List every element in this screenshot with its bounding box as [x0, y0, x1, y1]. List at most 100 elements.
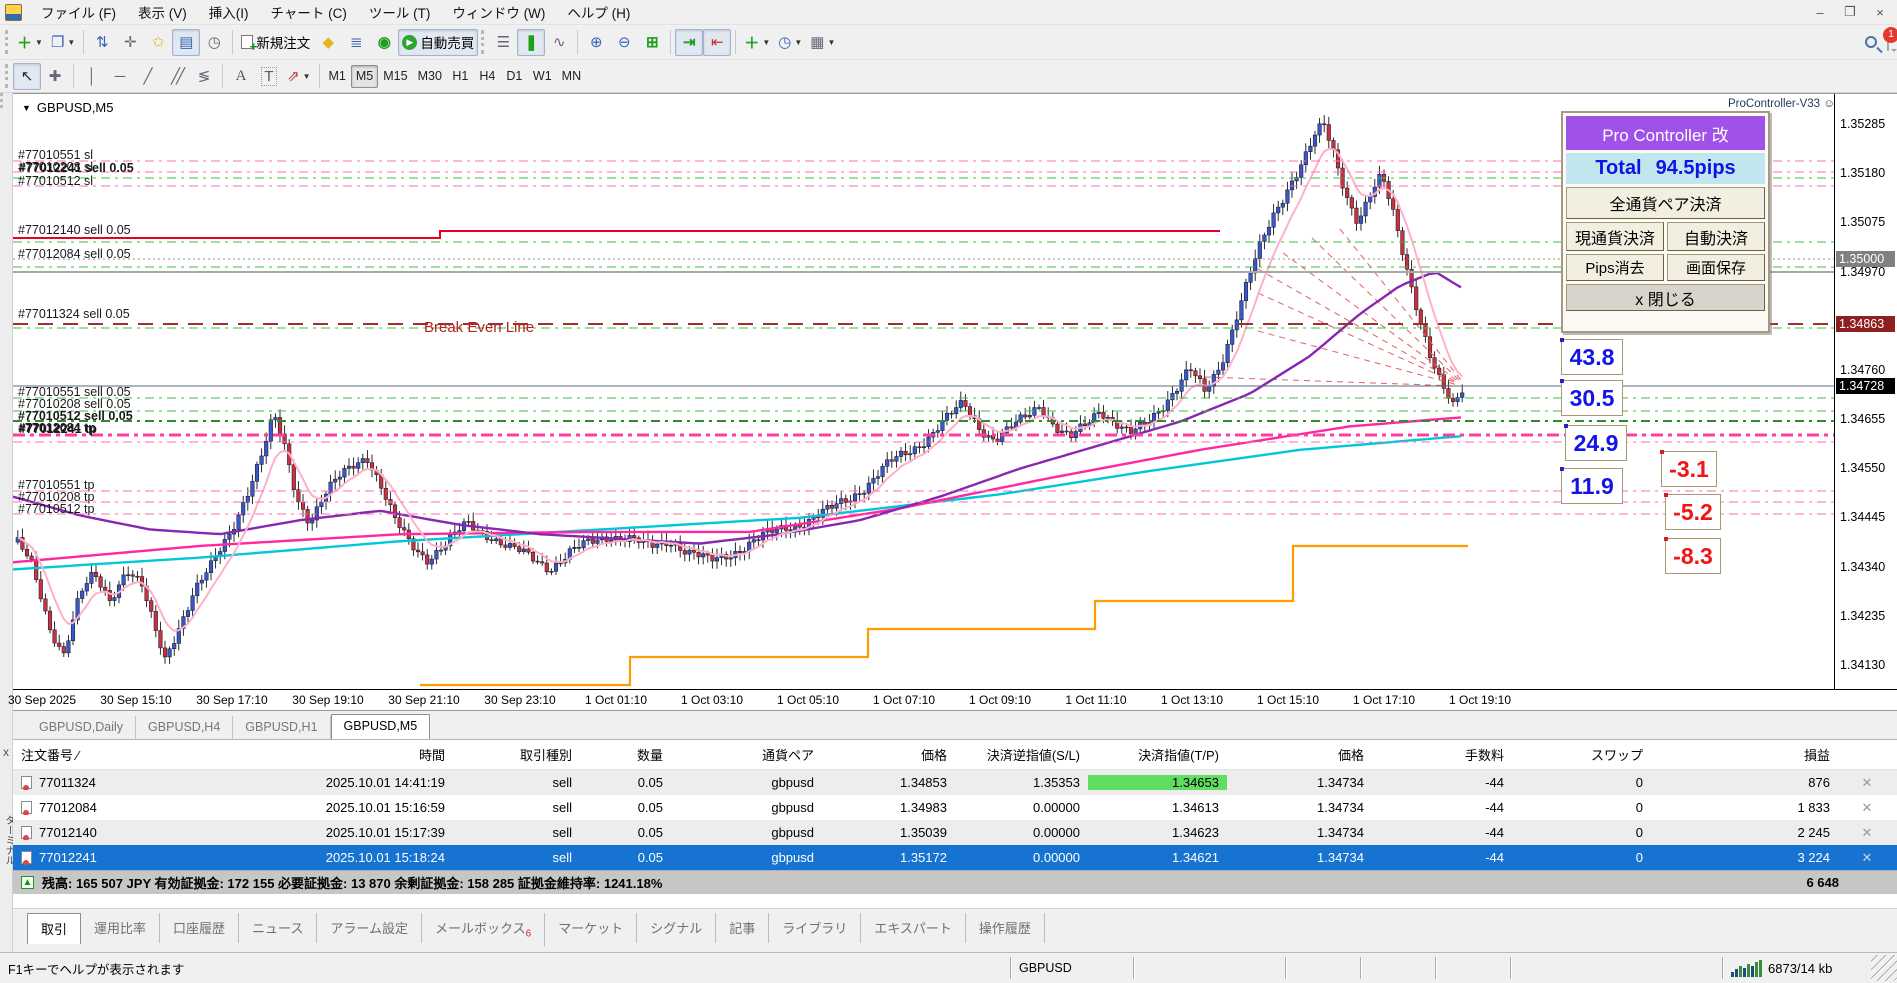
restore-button[interactable]: ❐: [1844, 4, 1856, 19]
timeframe-button-d1[interactable]: D1: [506, 69, 523, 83]
terminal-tab-2[interactable]: 口座履歴: [160, 913, 240, 943]
toolbar-grip[interactable]: [481, 30, 486, 54]
panel-close-button[interactable]: x 閉じる: [1566, 284, 1765, 311]
menu-item-6[interactable]: ヘルプ (H): [567, 6, 631, 21]
terminal-tab-9[interactable]: ライブラリ: [769, 913, 862, 943]
terminal-tab-3[interactable]: ニュース: [239, 913, 318, 943]
line-chart-button[interactable]: ∿: [553, 34, 566, 51]
close-order-icon[interactable]: ✕: [1861, 799, 1873, 815]
timeframe-button-h1[interactable]: H1: [452, 69, 469, 83]
terminal-close-icon[interactable]: x: [3, 745, 9, 759]
terminal-tab-5[interactable]: メールボックス6: [422, 913, 546, 946]
timeframe-button-m30[interactable]: M30: [417, 69, 442, 83]
column-header-3[interactable]: 数量: [580, 745, 671, 764]
column-header-6[interactable]: 決済逆指値(S/L): [955, 745, 1088, 764]
close-current-pair-button[interactable]: 現通貨決済: [1566, 222, 1664, 251]
terminal-side-label[interactable]: ターミナル: [3, 815, 14, 865]
new-chart-button[interactable]: ＋ ▼: [17, 34, 43, 52]
timeframe-button-m5[interactable]: M5: [350, 64, 379, 88]
screenshot-button[interactable]: 画面保存: [1667, 254, 1765, 281]
cursor-tool-button[interactable]: ↖: [13, 62, 41, 90]
dock-grip[interactable]: [0, 93, 3, 108]
search-icon[interactable]: [1865, 36, 1877, 48]
column-header-7[interactable]: 決済指値(T/P): [1088, 745, 1227, 764]
order-row-77012140[interactable]: 77012140 2025.10.01 15:17:39 sell 0.05 gbpus…: [13, 820, 1897, 845]
timeframe-button-mn[interactable]: MN: [561, 69, 582, 83]
terminal-tab-1[interactable]: 運用比率: [81, 913, 161, 943]
pips-clear-button[interactable]: Pips消去: [1566, 254, 1664, 281]
auto-close-button[interactable]: 自動決済: [1667, 222, 1765, 251]
chart-symbol-label[interactable]: ▼ GBPUSD,M5: [22, 100, 114, 115]
zoom-in-button[interactable]: ⊕: [590, 34, 603, 51]
terminal-tab-0[interactable]: 取引: [27, 913, 82, 944]
timeframe-button-m1[interactable]: M1: [328, 69, 346, 83]
indicators-button[interactable]: ＋ ▼: [744, 34, 771, 52]
price-chart-canvas[interactable]: [13, 95, 1834, 690]
menu-item-3[interactable]: チャート (C): [270, 6, 347, 21]
trendline-button[interactable]: ╱: [143, 68, 153, 85]
text-label-tool-button[interactable]: T: [255, 63, 283, 90]
profiles-button[interactable]: ❐ ▼: [50, 34, 76, 51]
close-order-icon[interactable]: ✕: [1861, 824, 1873, 840]
bar-chart-button[interactable]: ☰: [496, 34, 511, 51]
horizontal-line-button[interactable]: ─: [114, 67, 126, 85]
toolbar-grip[interactable]: [5, 64, 10, 88]
chart-tab-1[interactable]: GBPUSD,H4: [136, 716, 234, 739]
column-header-9[interactable]: 手数料: [1372, 745, 1512, 764]
notifications-icon[interactable]: 1: [1883, 26, 1897, 51]
toolbar-grip[interactable]: [5, 30, 10, 54]
menu-item-1[interactable]: 表示 (V): [138, 6, 187, 21]
strategy-tester-button[interactable]: ◷: [207, 34, 221, 51]
chart-tab-3[interactable]: GBPUSD,M5: [330, 714, 431, 740]
zoom-out-button[interactable]: ⊖: [618, 34, 631, 51]
terminal-tab-6[interactable]: マーケット: [545, 913, 638, 943]
crosshair-tool-button[interactable]: ✚: [48, 68, 62, 85]
community-button[interactable]: ≣: [350, 34, 363, 51]
auto-trading-button[interactable]: ▶ 自動売買: [398, 28, 479, 56]
terminal-tab-11[interactable]: 操作履歴: [966, 913, 1045, 943]
menu-item-0[interactable]: ファイル (F): [41, 6, 116, 21]
auto-scroll-button[interactable]: ⇥: [675, 28, 704, 56]
timeframe-button-h4[interactable]: H4: [479, 69, 496, 83]
column-header-10[interactable]: スワップ: [1512, 745, 1651, 764]
metaeditor-button[interactable]: ◆: [322, 34, 335, 51]
chart-tab-2[interactable]: GBPUSD,H1: [233, 716, 331, 739]
text-tool-button[interactable]: A: [235, 67, 247, 84]
column-header-8[interactable]: 価格: [1227, 745, 1372, 764]
channel-button[interactable]: ╱╱: [170, 68, 185, 85]
data-window-button[interactable]: ✛: [124, 34, 137, 51]
vertical-line-button[interactable]: │: [87, 67, 97, 85]
arrows-tool-button[interactable]: ⇗ ▼: [287, 68, 311, 85]
chart-tab-0[interactable]: GBPUSD,Daily: [27, 716, 137, 739]
terminal-tab-10[interactable]: エキスパート: [861, 913, 966, 943]
terminal-tab-7[interactable]: シグナル: [637, 913, 717, 943]
new-order-button[interactable]: 新規注文: [237, 29, 314, 56]
menu-item-2[interactable]: 挿入(I): [208, 6, 249, 21]
fibonacci-button[interactable]: ≶: [197, 68, 211, 85]
minimize-button[interactable]: –: [1816, 4, 1824, 20]
menu-item-4[interactable]: ツール (T): [368, 6, 431, 21]
terminal-tab-8[interactable]: 記事: [716, 913, 770, 943]
column-header-2[interactable]: 取引種別: [453, 745, 580, 764]
terminal-button[interactable]: ▤: [172, 28, 201, 56]
column-header-4[interactable]: 通貨ペア: [671, 745, 822, 764]
candlestick-button[interactable]: ❚: [517, 28, 546, 56]
close-order-icon[interactable]: ✕: [1861, 774, 1873, 790]
tile-windows-button[interactable]: ⊞: [646, 34, 659, 51]
close-order-icon[interactable]: ✕: [1861, 849, 1873, 865]
periods-button[interactable]: ◷ ▼: [778, 34, 803, 51]
close-button[interactable]: ×: [1876, 4, 1884, 20]
column-header-1[interactable]: 時間: [205, 745, 453, 764]
order-row-77012084[interactable]: 77012084 2025.10.01 15:16:59 sell 0.05 gbpus…: [13, 795, 1897, 820]
close-all-pairs-button[interactable]: 全通貨ペア決済: [1566, 187, 1765, 219]
resize-grip[interactable]: [1871, 955, 1897, 981]
market-watch-button[interactable]: ⇅: [96, 34, 109, 51]
chart-shift-button[interactable]: ⇤: [703, 28, 732, 56]
timeframe-button-m15[interactable]: M15: [383, 69, 408, 83]
templates-button[interactable]: ▦ ▼: [810, 34, 836, 51]
broadcast-button[interactable]: ◉: [377, 34, 391, 51]
order-row-77011324[interactable]: 77011324 2025.10.01 14:41:19 sell 0.05 gbpus…: [13, 770, 1897, 795]
terminal-tab-4[interactable]: アラーム設定: [317, 913, 423, 943]
navigator-button[interactable]: ✩: [152, 34, 165, 51]
menu-item-5[interactable]: ウィンドウ (W): [452, 6, 546, 21]
